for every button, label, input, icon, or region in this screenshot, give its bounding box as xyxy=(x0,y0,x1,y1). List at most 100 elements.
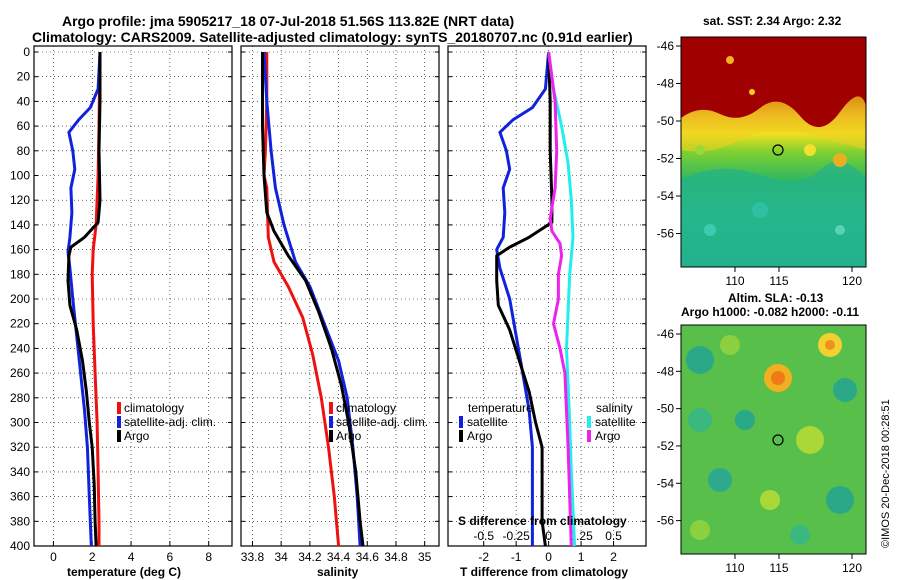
imos-credit: ©IMOS 20-Dec-2018 00:28:51 xyxy=(880,399,892,548)
legend-argo: Argo xyxy=(336,429,362,443)
salinity-legend: climatology satellite-adj. clim. Argo xyxy=(329,401,428,443)
series-line-temperature-argo xyxy=(495,51,554,547)
s-diff-tick-label: 0.5 xyxy=(605,529,622,543)
temperature-panel: 0 2 4 6 8 temperature (deg C) xyxy=(33,45,233,579)
x-tick-label: 34.2 xyxy=(298,550,322,564)
depth-tick-label: 220 xyxy=(10,317,30,331)
series-line-salinity-satellite xyxy=(547,51,577,547)
map-lon-label: 120 xyxy=(842,561,862,575)
depth-tick-label: 20 xyxy=(17,70,31,84)
legend-salinity-title: salinity xyxy=(596,401,633,415)
depth-tick-label: 120 xyxy=(10,193,30,207)
legend-satellite: satellite-adj. clim. xyxy=(124,415,216,429)
sst-argo-location-marker xyxy=(772,144,784,156)
x-tick-label: 34.4 xyxy=(327,550,351,564)
depth-tick-label: 240 xyxy=(10,341,30,355)
map-lat-label: -56 xyxy=(657,514,675,528)
difference-xlabel: T difference from climatology xyxy=(460,565,628,579)
depth-tick-label: 340 xyxy=(10,465,30,479)
map-lat-label: -54 xyxy=(657,476,675,490)
x-tick-label: 0 xyxy=(545,550,552,564)
difference-legend: temperature satellite Argo salinity sate… xyxy=(459,401,636,443)
map-lat-label: -50 xyxy=(657,402,675,416)
x-tick-label: -2 xyxy=(478,550,489,564)
legend-temperature-title: temperature xyxy=(468,401,533,415)
depth-tick-label: 280 xyxy=(10,391,30,405)
x-tick-label: 6 xyxy=(167,550,174,564)
map-lat-label: -48 xyxy=(657,364,675,378)
series-line-climatology xyxy=(262,52,341,547)
x-tick-label: 2 xyxy=(89,550,96,564)
map-lon-label: 110 xyxy=(725,274,744,288)
s-diff-tick-label: 0 xyxy=(545,529,552,543)
legend-s-argo: Argo xyxy=(595,429,621,443)
legend-swatch-argo xyxy=(117,430,121,442)
legend-s-satellite: satellite xyxy=(595,415,636,429)
sla-argo-location-marker xyxy=(772,434,784,446)
difference-panel: -2 -1 0 1 2-0.5 -0.25 0 0.25 0.5 T difference fr… xyxy=(447,45,647,579)
temperature-xlabel: temperature (deg C) xyxy=(67,565,181,579)
legend-swatch-t-satellite xyxy=(459,416,463,428)
map-lon-label: 115 xyxy=(769,561,788,575)
salinity-xlabel: salinity xyxy=(317,565,359,579)
map-lon-label: 110 xyxy=(725,561,744,575)
depth-tick-label: 320 xyxy=(10,440,30,454)
series-line-argo xyxy=(66,52,102,547)
depth-tick-label: 160 xyxy=(10,243,30,257)
x-tick-label: -1 xyxy=(511,550,522,564)
x-tick-label: 4 xyxy=(128,550,135,564)
x-tick-label: 35 xyxy=(418,550,432,564)
sla-map-title-1: Altim. SLA: -0.13 xyxy=(728,291,824,305)
legend-swatch-s-argo xyxy=(587,430,591,442)
map-lat-label: -46 xyxy=(657,327,675,341)
map-lat-label: -54 xyxy=(657,189,675,203)
x-tick-label: 34 xyxy=(274,550,288,564)
map-lat-label: -52 xyxy=(657,439,675,453)
depth-tick-label: 260 xyxy=(10,366,30,380)
depth-tick-label: 100 xyxy=(10,169,30,183)
sst-map: sat. SST: 2.34 Argo: 2.32 -46 -48 -50 -52 -5… xyxy=(657,14,867,288)
depth-tick-label: 180 xyxy=(10,267,30,281)
map-lat-label: -48 xyxy=(657,77,675,91)
x-tick-label: 8 xyxy=(205,550,212,564)
depth-tick-label: 400 xyxy=(10,539,30,553)
series-line-satellite-adj-clim- xyxy=(66,51,102,547)
s-difference-label: S difference from climatology xyxy=(458,514,627,528)
legend-argo: Argo xyxy=(124,429,150,443)
map-lat-label: -52 xyxy=(657,152,675,166)
x-tick-label: 0 xyxy=(50,550,57,564)
legend-swatch-t-argo xyxy=(459,430,463,442)
map-lat-label: -50 xyxy=(657,114,675,128)
figure-title-line2: Climatology: CARS2009. Satellite-adjuste… xyxy=(32,29,633,45)
depth-tick-label: 40 xyxy=(17,94,31,108)
series-line-salinity-argo xyxy=(547,51,573,547)
legend-satellite: satellite-adj. clim. xyxy=(336,415,428,429)
depth-tick-label: 60 xyxy=(17,119,31,133)
series-line-temperature-satellite xyxy=(495,51,551,546)
depth-tick-label: 140 xyxy=(10,218,30,232)
x-tick-label: 2 xyxy=(610,550,617,564)
map-lat-label: -46 xyxy=(657,39,675,53)
map-lon-label: 120 xyxy=(842,274,862,288)
s-diff-tick-label: -0.25 xyxy=(502,529,530,543)
depth-tick-label: 300 xyxy=(10,416,30,430)
depth-tick-label: 360 xyxy=(10,490,30,504)
map-lon-label: 115 xyxy=(769,274,788,288)
depth-tick-label: 0 xyxy=(23,45,30,59)
temperature-legend: climatology satellite-adj. clim. Argo xyxy=(117,401,216,443)
legend-climatology: climatology xyxy=(124,401,184,415)
series-line-argo xyxy=(261,52,365,547)
sla-map-title-2: Argo h1000: -0.082 h2000: -0.11 xyxy=(681,305,859,319)
depth-tick-label: 80 xyxy=(17,144,31,158)
legend-swatch-climatology xyxy=(117,402,121,414)
x-tick-label: 34.6 xyxy=(356,550,380,564)
x-tick-label: 33.8 xyxy=(241,550,265,564)
legend-swatch-argo xyxy=(329,430,333,442)
legend-climatology: climatology xyxy=(336,401,396,415)
x-tick-label: 34.8 xyxy=(384,550,408,564)
figure-title-line1: Argo profile: jma 5905217_18 07-Jul-2018… xyxy=(62,13,514,29)
legend-swatch-satellite xyxy=(329,416,333,428)
salinity-panel: 33.8 34 34.2 34.4 34.6 34.8 35 salinity xyxy=(240,45,440,579)
s-diff-tick-label: -0.5 xyxy=(473,529,494,543)
